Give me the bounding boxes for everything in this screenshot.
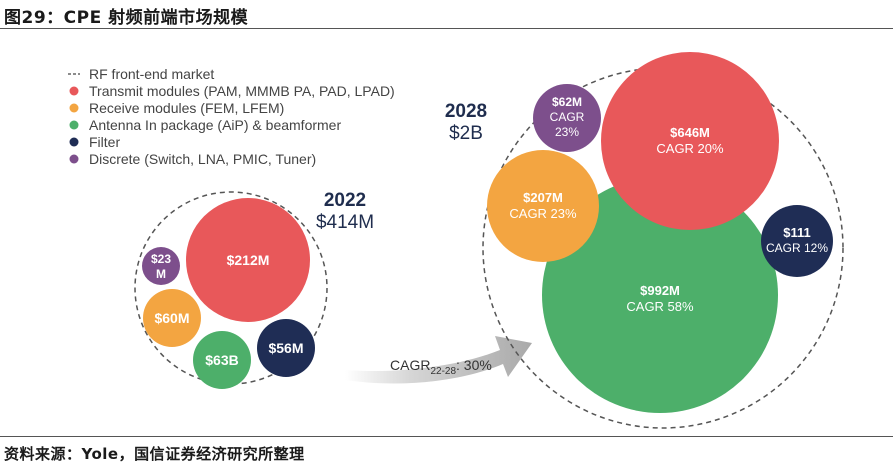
bubble-2022-aip-value: $63B (205, 352, 238, 368)
legend-dot-aip (69, 120, 79, 130)
bubble-2028-receive (487, 150, 599, 262)
bubble-2028-aip-cagr: CAGR 58% (626, 299, 694, 314)
legend-dot-receive (69, 103, 79, 113)
legend-label-rf-market: RF front-end market (89, 66, 214, 82)
bubble-2022-transmit-value: $212M (227, 252, 270, 268)
legend-label-receive: Receive modules (FEM, LFEM) (89, 100, 284, 116)
market-2022-total: $414M (316, 212, 374, 233)
market-2022-outline (134, 191, 328, 385)
bubble-2022-filter-value: $56M (268, 340, 303, 356)
bubble-2028-transmit-cagr: CAGR 20% (656, 141, 724, 156)
legend-dot-discrete (69, 154, 79, 164)
legend: RF front-end market Transmit modules (PA… (68, 66, 395, 167)
top-divider (0, 28, 893, 29)
bubble-2028-filter-value: $111 (783, 225, 811, 240)
bubble-2022-filter (257, 319, 315, 377)
bubble-2028-discrete-value: $62M (552, 95, 582, 109)
market-2028-total: $2B (449, 123, 483, 144)
market-2028-year: 2028 (445, 101, 487, 122)
market-2022-year: 2022 (324, 190, 366, 211)
legend-label-transmit: Transmit modules (PAM, MMMB PA, PAD, LPA… (89, 83, 395, 99)
bubble-2022-discrete (142, 247, 180, 285)
bubble-2028-discrete-cagr-line2: 23% (555, 125, 579, 139)
bubble-2022-aip (193, 331, 251, 389)
legend-label-aip: Antenna In package (AiP) & beamformer (89, 117, 341, 133)
market-2022: 2022 $414M $212M $60M $63B $56M $23 M (134, 190, 374, 389)
bubble-2022-receive (143, 289, 201, 347)
source-note: 资料来源：Yole，国信证券经济研究所整理 (4, 445, 305, 463)
legend-dot-filter (69, 137, 79, 147)
bubble-2028-discrete-cagr-line1: CAGR (550, 110, 585, 124)
bubble-2028-transmit (601, 52, 779, 230)
bubble-2028-filter (761, 205, 833, 277)
legend-label-filter: Filter (89, 134, 120, 150)
bubble-2028-filter-cagr: CAGR 12% (766, 241, 828, 255)
bubble-2022-receive-value: $60M (154, 310, 189, 326)
bubble-2028-aip-value: $992M (640, 283, 680, 298)
growth-arrow-label: CAGR22-28: 30% (390, 357, 492, 377)
bubble-2028-receive-value: $207M (523, 190, 563, 205)
bubble-2028-discrete (533, 84, 601, 152)
growth-arrow-label-subscript: 22-28 (430, 366, 456, 377)
page-title: 图29：CPE 射频前端市场规模 (4, 8, 249, 28)
bottom-divider (0, 436, 893, 437)
bubble-2022-transmit (186, 198, 310, 322)
bubble-2028-receive-cagr: CAGR 23% (509, 206, 577, 221)
market-2028: 2028 $2B $992M CAGR 58% $646M CAGR 20% $… (445, 52, 844, 429)
legend-dot-transmit (69, 86, 79, 96)
legend-label-discrete: Discrete (Switch, LNA, PMIC, Tuner) (89, 151, 316, 167)
growth-arrow: CAGR22-28: 30% (345, 336, 532, 384)
growth-arrow-label-prefix: CAGR (390, 357, 430, 373)
growth-arrow-label-suffix: : 30% (456, 357, 492, 373)
growth-arrow-shape (345, 336, 532, 384)
bubble-2022-discrete-value-line2: M (156, 267, 166, 281)
bubble-2028-transmit-value: $646M (670, 125, 710, 140)
bubble-2028-aip (542, 177, 778, 413)
bubble-2022-discrete-value-line1: $23 (151, 252, 171, 266)
